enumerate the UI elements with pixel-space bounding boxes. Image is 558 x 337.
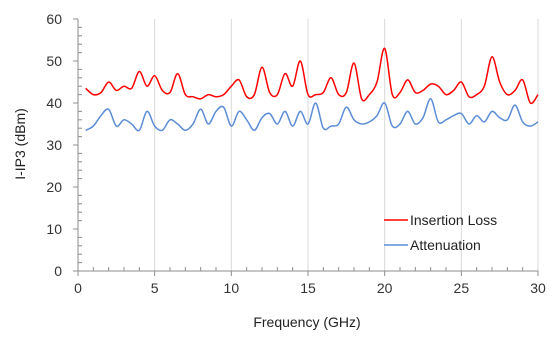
y-tick-label: 10 [46,221,62,237]
x-tick-label: 20 [377,280,393,296]
legend-label-attenuation: Attenuation [410,237,481,253]
x-tick-label: 5 [151,280,159,296]
legend-label-insertion-loss: Insertion Loss [410,212,497,228]
y-tick-label: 0 [54,263,62,279]
x-axis-title: Frequency (GHz) [253,314,360,330]
grid-lines [154,19,539,271]
legend: Insertion Loss Attenuation [384,212,497,253]
y-tick-label: 50 [46,53,62,69]
x-tick-label: 25 [454,280,470,296]
axes [73,18,539,276]
data-series [85,47,539,132]
y-tick-label: 30 [46,137,62,153]
y-tick-label: 40 [46,95,62,111]
x-tick-label: 30 [530,280,546,296]
series-line-insertion-loss [85,47,539,105]
tick-labels: 0 5 10 15 20 25 30 0 10 20 30 40 50 60 [46,11,546,296]
series-line-attenuation [85,98,539,132]
x-tick-label: 15 [300,280,316,296]
x-tick-label: 0 [74,280,82,296]
y-axis-title: I-IP3 (dBm) [12,108,28,180]
y-tick-label: 60 [46,11,62,27]
y-tick-label: 20 [46,179,62,195]
x-tick-label: 10 [224,280,240,296]
